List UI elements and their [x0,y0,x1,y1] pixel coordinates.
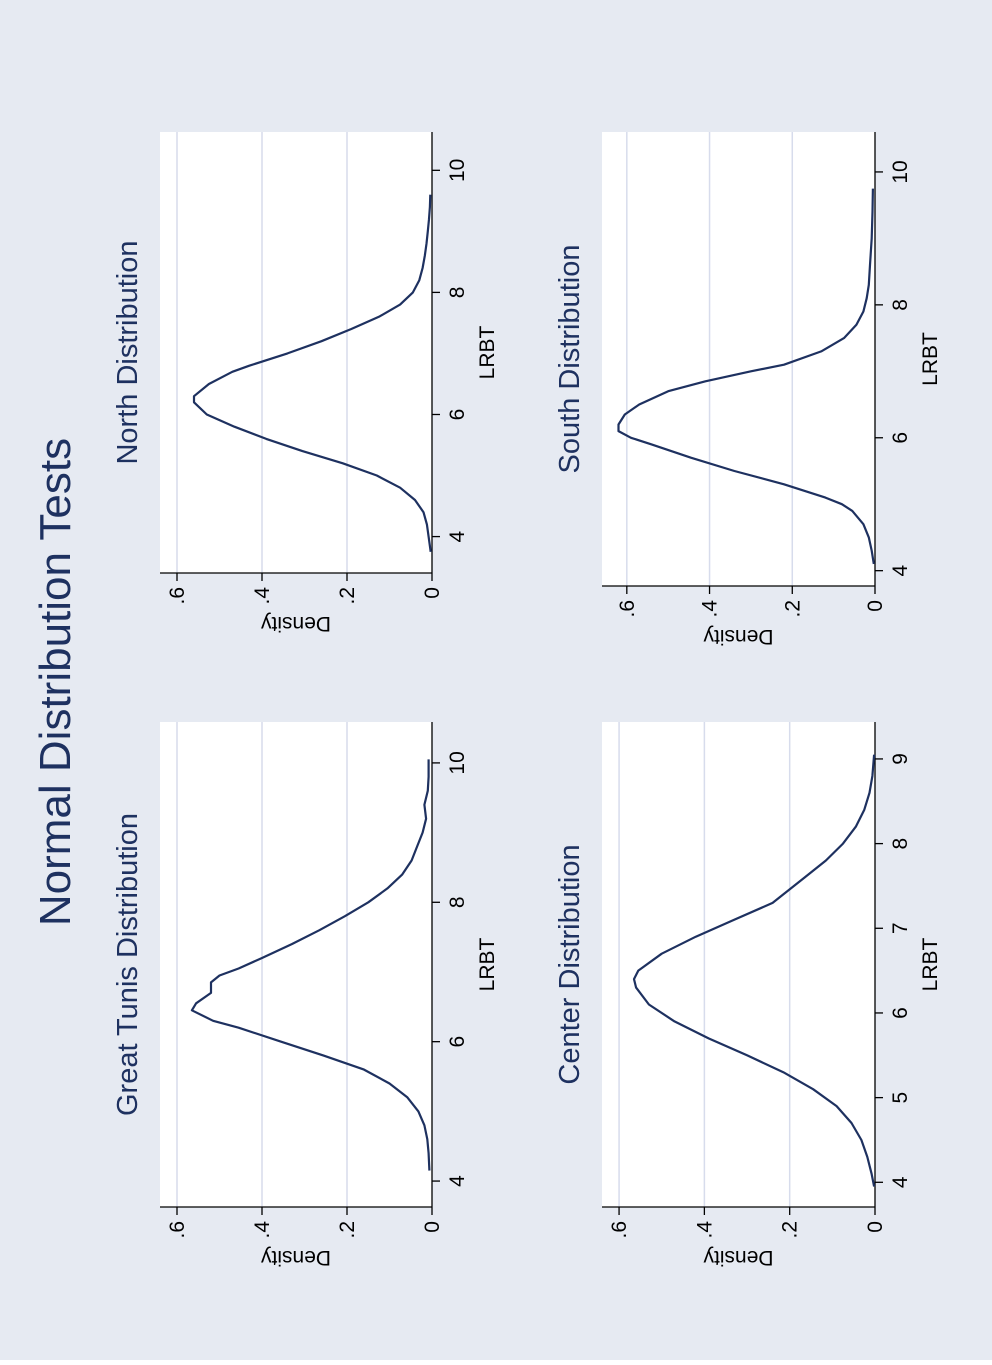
panel-title: South Distribution [554,245,586,474]
density-line [192,194,432,552]
panel-title: Center Distribution [554,844,586,1084]
y-tick-label: 0 [421,587,444,599]
y-tick-label: .2 [779,1221,802,1239]
x-tick-label: 6 [446,409,469,421]
plot-background [160,722,432,1207]
panel-title: North Distribution [112,240,144,464]
panel-south: 4 6 8 10 0 .2 .4 .6 LRBT Density South Distributio… [554,132,942,648]
y-axis-title: Density [260,1246,331,1269]
y-axis-title: Density [703,1246,774,1269]
y-tick-label: .4 [251,587,274,605]
x-tick-label: 4 [446,1175,469,1187]
x-tick-label: 10 [446,751,469,774]
x-tick-label: 6 [889,1007,912,1019]
x-tick-label: 5 [889,1092,912,1104]
panel-title: Great Tunis Distribution [112,813,144,1116]
x-axis-title: LRBT [476,937,499,991]
x-tick-label: 4 [889,565,912,577]
x-tick-label: 4 [889,1176,912,1188]
x-axis-title: LRBT [919,332,942,386]
rotated-canvas: Normal Distribution Tests 4 6 8 10 0 .2 .4 .6 LR… [31,132,942,1269]
y-tick-label: .2 [781,600,804,618]
plot-background [602,132,875,586]
y-tick-label: 0 [864,1221,887,1233]
y-tick-label: .4 [693,1221,716,1239]
x-tick-label: 8 [446,287,469,299]
density-line [632,754,876,1187]
panel-center: 4 5 6 7 8 9 0 .2 .4 .6 LRBT Density Center Distribut… [554,722,942,1269]
panel-great-tunis: 4 6 8 10 0 .2 .4 .6 LRBT Density Great Tunis Distr… [112,722,499,1269]
plot-background [602,722,875,1207]
x-axis-title: LRBT [919,937,942,991]
x-tick-label: 6 [446,1036,469,1048]
figure-title: Normal Distribution Tests [31,438,80,926]
y-tick-label: .2 [336,1221,359,1239]
density-line [617,188,875,565]
panels: 4 6 8 10 0 .2 .4 .6 LRBT Density Great Tunis Distr… [112,132,942,1269]
panel-north: 4 6 8 10 0 .2 .4 .6 LRBT Density North Distributio… [112,132,499,635]
x-tick-label: 6 [889,432,912,444]
y-tick-label: .4 [251,1221,274,1239]
x-axis-title: LRBT [476,325,499,379]
y-tick-label: .2 [336,587,359,605]
x-tick-label: 8 [446,896,469,908]
y-tick-label: .6 [616,600,639,618]
x-tick-label: 4 [446,530,469,542]
y-tick-label: .4 [699,600,722,618]
y-axis-title: Density [260,612,331,635]
y-tick-label: 0 [864,600,887,612]
x-tick-label: 7 [889,922,912,934]
x-tick-label: 10 [889,160,912,183]
plot-background [160,132,432,573]
y-tick-label: 0 [421,1221,444,1233]
x-tick-label: 9 [889,753,912,765]
x-tick-label: 10 [446,159,469,182]
y-axis-title: Density [703,625,774,648]
x-tick-label: 8 [889,838,912,850]
y-tick-label: .6 [166,587,189,605]
x-tick-label: 8 [889,299,912,311]
y-tick-label: .6 [608,1221,631,1239]
density-line [190,759,431,1171]
y-tick-label: .6 [166,1221,189,1239]
